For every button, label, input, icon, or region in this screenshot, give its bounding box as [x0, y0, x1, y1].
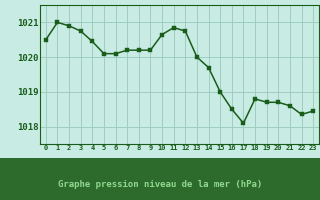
- Text: Graphe pression niveau de la mer (hPa): Graphe pression niveau de la mer (hPa): [58, 180, 262, 189]
